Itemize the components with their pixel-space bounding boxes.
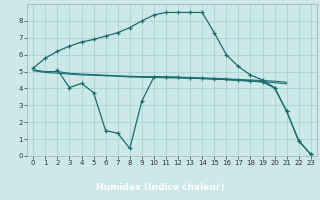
Text: Humidex (Indice chaleur): Humidex (Indice chaleur)	[96, 183, 224, 192]
